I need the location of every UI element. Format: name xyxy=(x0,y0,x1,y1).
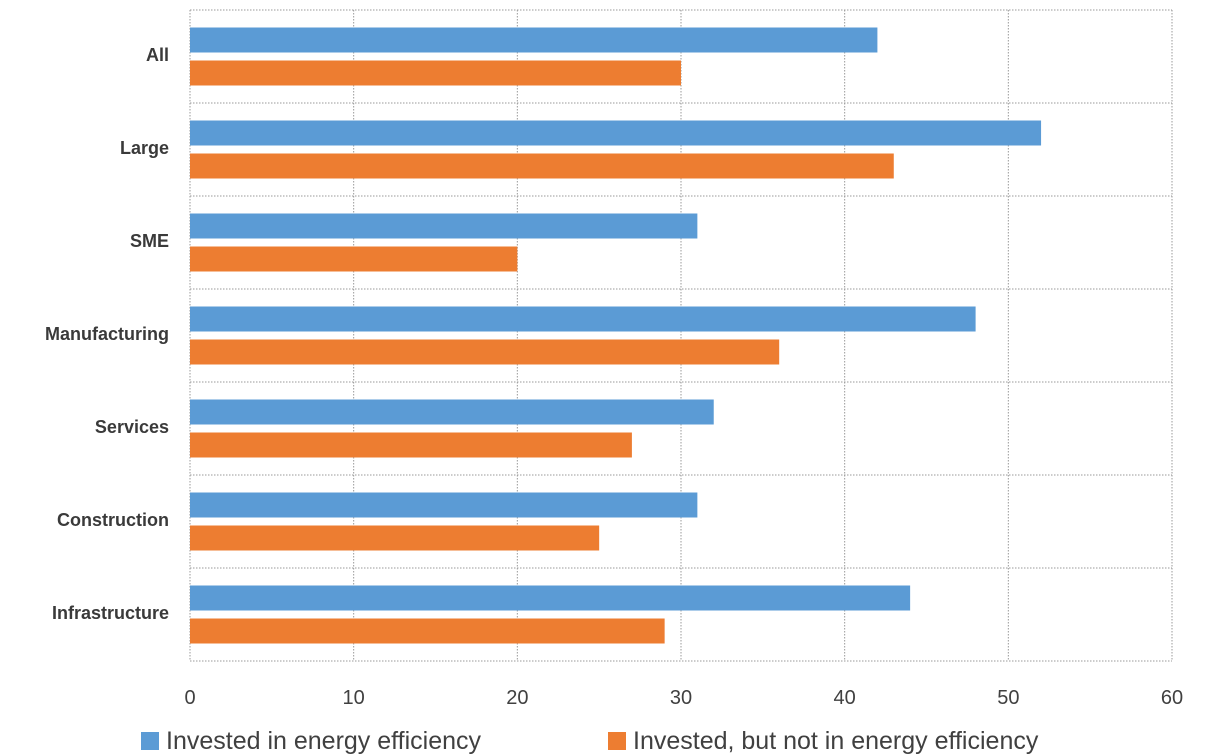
bar-construction-series-1 xyxy=(190,492,698,518)
x-tick-label: 40 xyxy=(834,687,856,709)
legend-label-invested-in-energy-efficiency: Invested in energy efficiency xyxy=(166,727,482,755)
category-label-services: Services xyxy=(95,417,169,437)
bars xyxy=(190,27,1042,644)
bar-large-series-1 xyxy=(190,120,1042,146)
category-label-manufacturing: Manufacturing xyxy=(45,324,169,344)
bar-services-series-1 xyxy=(190,399,714,425)
legend-swatch-invested-in-energy-efficiency xyxy=(141,732,159,750)
bar-infrastructure-series-1 xyxy=(190,585,911,611)
legend-swatch-invested-not-in-energy-efficiency xyxy=(608,732,626,750)
x-tick-label: 60 xyxy=(1161,687,1183,709)
x-axis-tick-labels: 0 10 20 30 40 50 60 xyxy=(184,687,1183,709)
bar-manufacturing-series-1 xyxy=(190,306,976,332)
bar-manufacturing-series-2 xyxy=(190,339,780,365)
category-label-infrastructure: Infrastructure xyxy=(52,603,169,623)
x-tick-label: 30 xyxy=(670,687,692,709)
bar-large-series-2 xyxy=(190,153,894,179)
bar-sme-series-2 xyxy=(190,246,518,272)
x-tick-label: 20 xyxy=(506,687,528,709)
legend: Invested in energy efficiency Invested, … xyxy=(141,727,1039,755)
bar-services-series-2 xyxy=(190,432,632,458)
x-tick-label: 50 xyxy=(997,687,1019,709)
category-label-construction: Construction xyxy=(57,510,169,530)
bar-construction-series-2 xyxy=(190,525,600,551)
x-tick-label: 10 xyxy=(343,687,365,709)
category-label-large: Large xyxy=(120,138,169,158)
gridlines xyxy=(189,9,1173,662)
bar-infrastructure-series-2 xyxy=(190,618,665,644)
category-labels: All Large SME Manufacturing Services Construc… xyxy=(45,45,169,623)
bar-all-series-2 xyxy=(190,60,681,86)
category-label-all: All xyxy=(146,45,169,65)
x-tick-label: 0 xyxy=(184,687,195,709)
bar-all-series-1 xyxy=(190,27,878,53)
bar-sme-series-1 xyxy=(190,213,698,239)
legend-label-invested-not-in-energy-efficiency: Invested, but not in energy efficiency xyxy=(633,727,1039,755)
category-label-sme: SME xyxy=(130,231,169,251)
